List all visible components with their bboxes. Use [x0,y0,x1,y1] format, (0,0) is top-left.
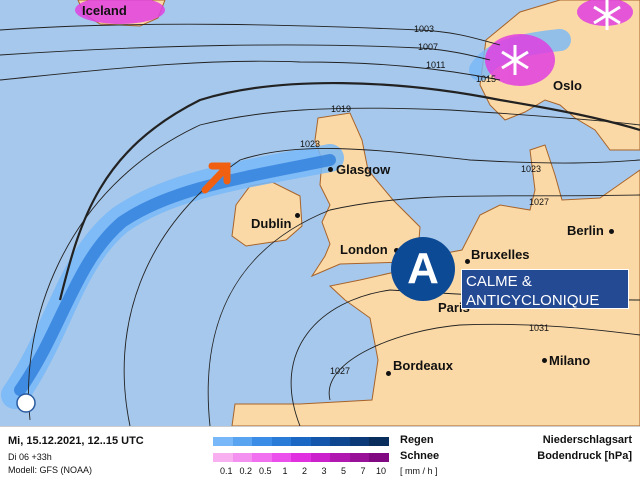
unit-label: [ mm / h ] [400,466,438,476]
isobar-label: 1023 [300,139,321,149]
compass-icon [16,393,36,413]
isobars [0,23,640,426]
scale-tick: 10 [376,466,387,476]
isobar-label: 1003 [414,24,435,34]
scale-tick: 5 [341,466,347,476]
isobar-label: 1007 [418,42,439,52]
label-london: London [340,242,388,257]
rain-label: Regen [400,434,434,446]
legend-date: Mi, 15.12.2021, 12..15 UTC [8,435,144,447]
snow-scale [213,453,389,462]
label-oslo: Oslo [553,78,582,93]
snow-swatch [369,453,389,462]
snow-swatch [330,453,350,462]
isobar-label: 1019 [331,104,352,114]
isobar-label: 1031 [529,323,550,333]
weather-map [0,0,640,426]
scale-tick: 0.2 [239,466,253,476]
snow-icon [501,0,621,75]
label-dublin: Dublin [251,216,292,231]
label-iceland: Iceland [82,3,127,18]
label-glasgow: Glasgow [336,162,391,177]
rain-swatch [330,437,350,446]
scale-tick: 0.1 [220,466,233,476]
rain-swatch [213,437,233,446]
snow-swatch [271,453,291,462]
isobar-label: 1027 [330,366,351,376]
label-milano: Milano [549,353,591,368]
isobar-label: 1023 [521,164,542,174]
label-bruxelles: Bruxelles [471,247,530,262]
legend: Mi, 15.12.2021, 12..15 UTC Di 06 +33h Mo… [0,426,640,479]
scale-tick: 3 [321,466,327,476]
anticyclone-description: CALME & ANTICYCLONIQUE [461,269,629,309]
rain-swatch [349,437,369,446]
snow-swatch [213,453,233,462]
label-bordeaux: Bordeaux [393,358,453,373]
snow-swatch [310,453,330,462]
snow-swatch [291,453,311,462]
rain-swatch [310,437,330,446]
isobar-label: 1011 [426,60,446,70]
scale-tick: 7 [360,466,366,476]
isobar-label: 1027 [529,197,550,207]
rain-scale [213,437,389,446]
anticyclone-badge: A [391,237,455,301]
rain-swatch [232,437,252,446]
legend-title-type: Niederschlagsart [542,434,632,446]
snow-label: Schnee [400,450,440,462]
snow-swatch [349,453,369,462]
rain-swatch [252,437,272,446]
scale-tick: 1 [282,466,288,476]
wind-arrow [201,162,231,194]
isobar-label: 1015 [476,74,497,84]
label-berlin: Berlin [567,223,604,238]
rain-swatch [291,437,311,446]
legend-title-pressure: Bodendruck [hPa] [537,450,632,462]
snow-swatch [252,453,272,462]
scale-tick: 0.5 [259,466,272,476]
legend-run: Di 06 +33h [8,452,52,462]
scale-tick: 2 [302,466,308,476]
rain-swatch [271,437,291,446]
legend-model: Modell: GFS (NOAA) [8,465,93,475]
snow-swatch [232,453,252,462]
rain-swatch [369,437,389,446]
